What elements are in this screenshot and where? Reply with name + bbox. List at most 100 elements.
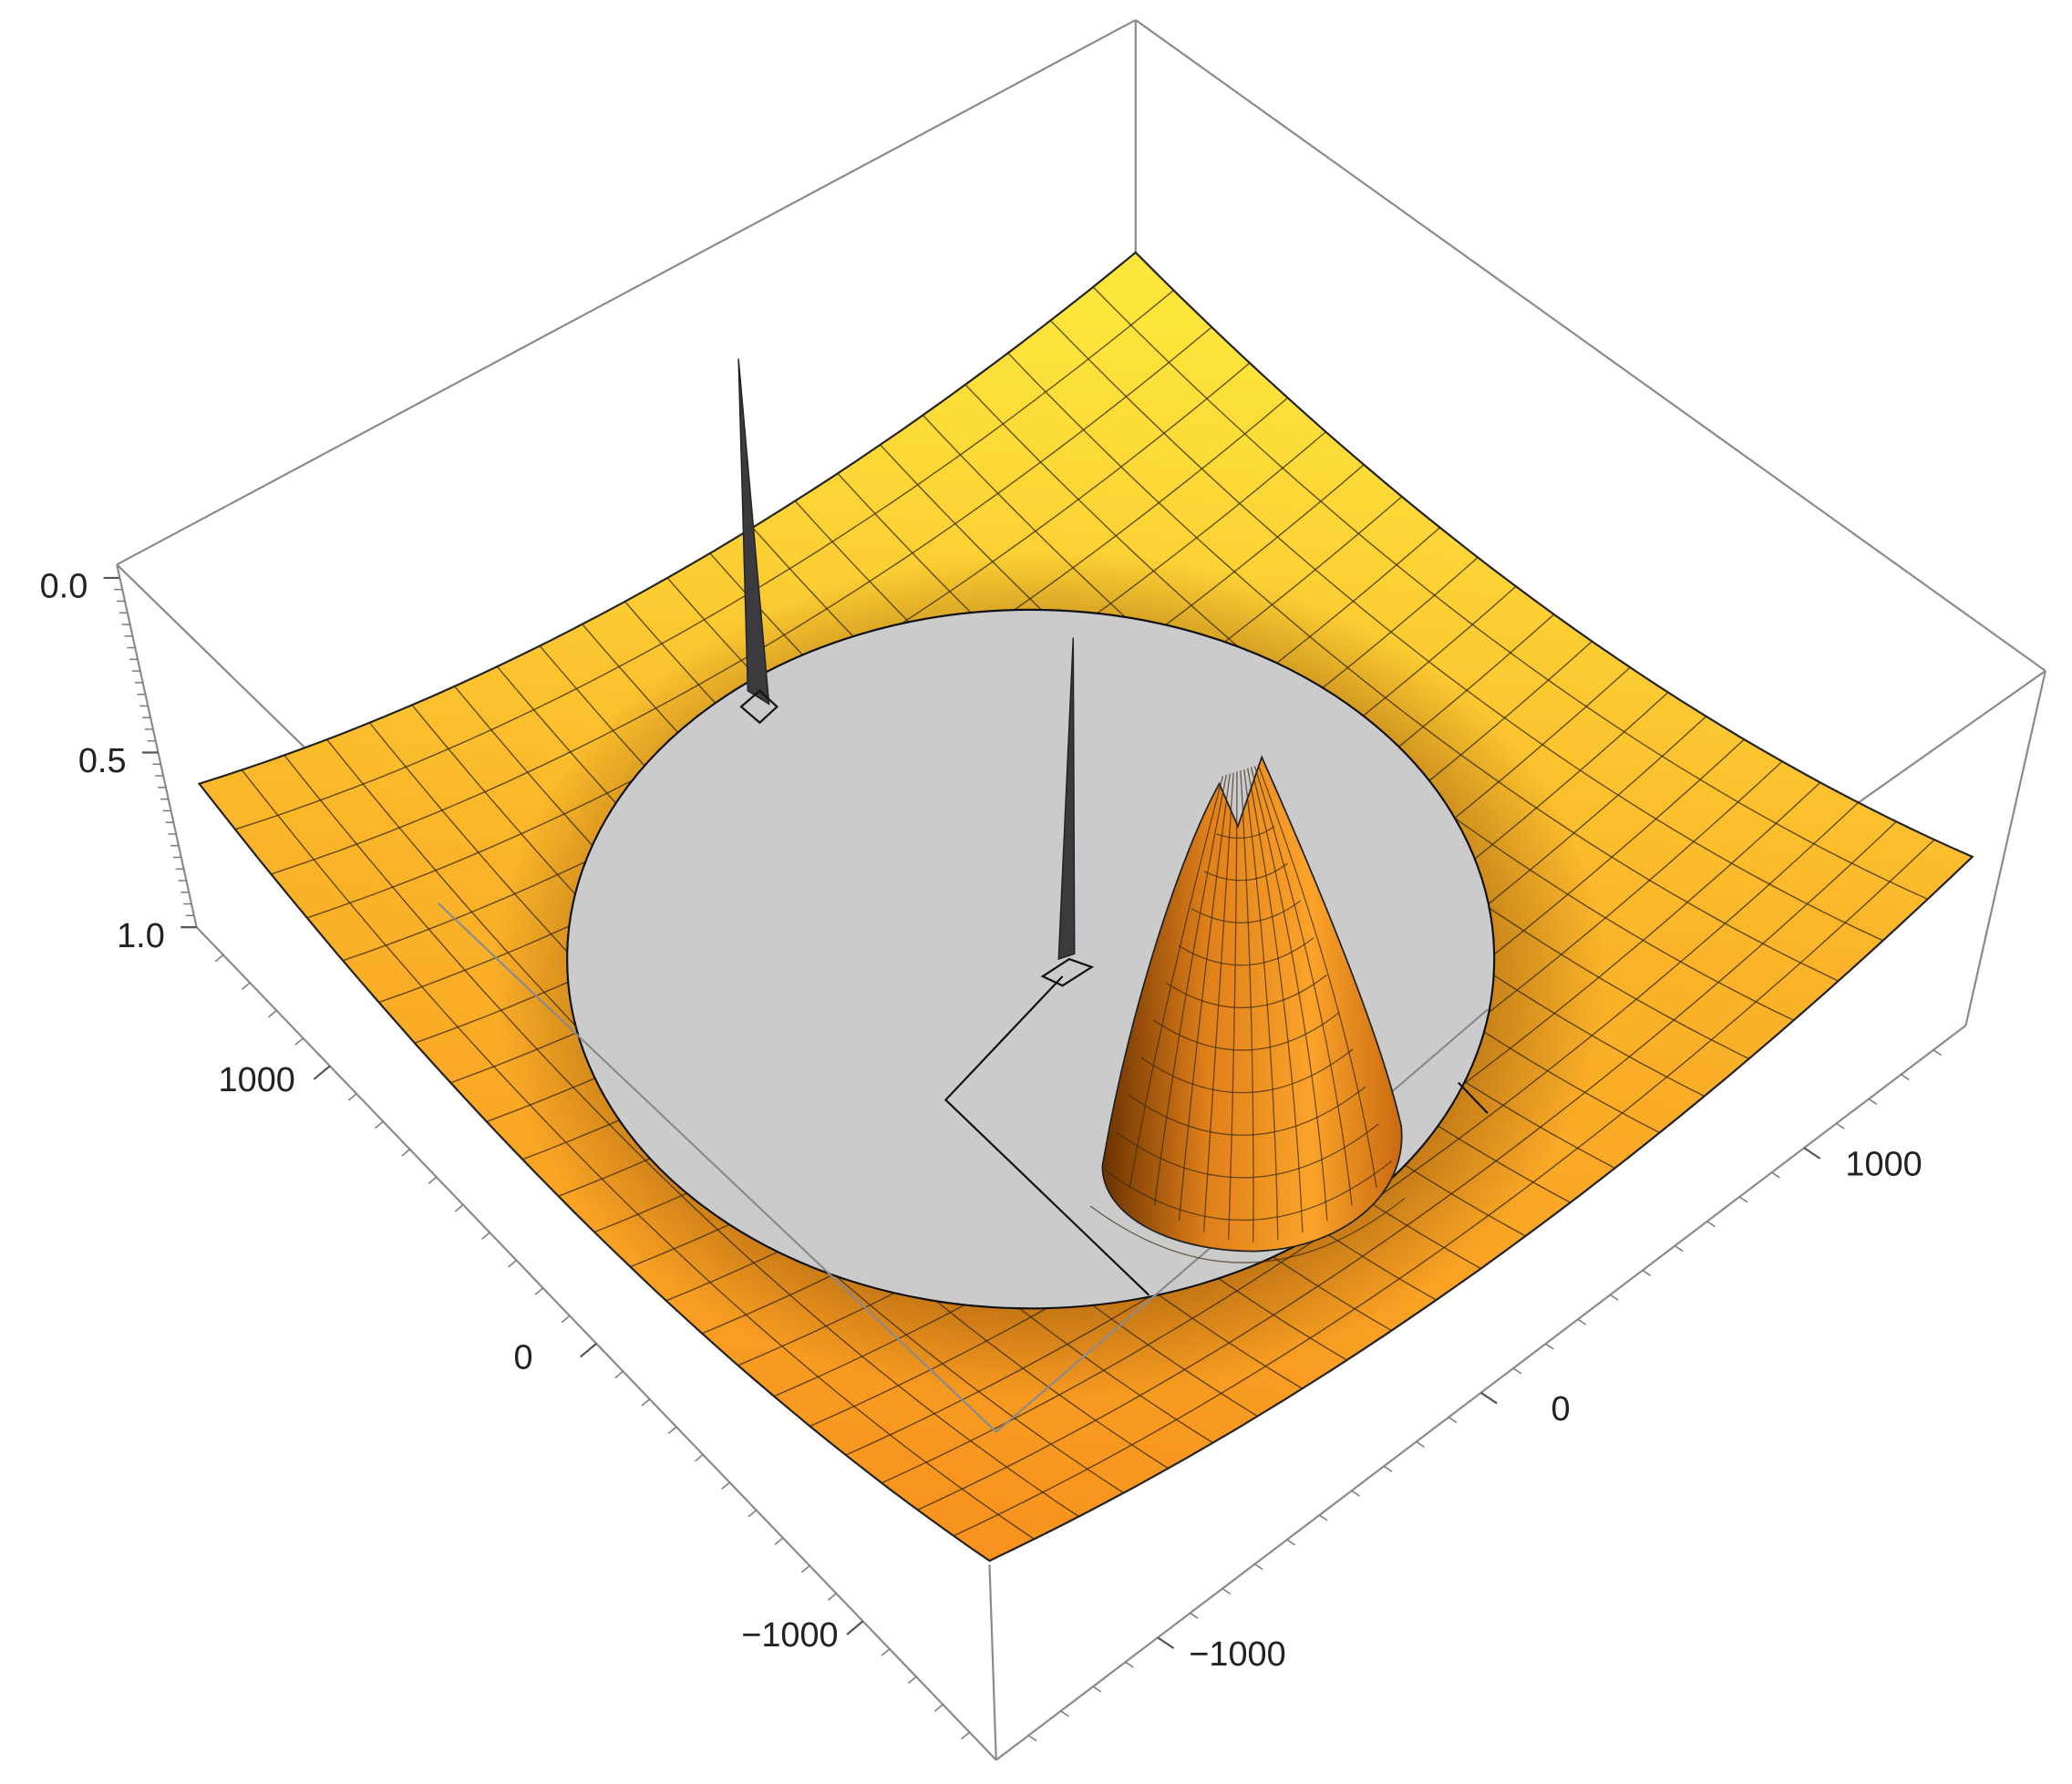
minor-tick: [907, 1676, 917, 1685]
minor-tick: [508, 1259, 517, 1268]
cone-mesh: [1216, 825, 1275, 839]
mesh-line: [1007, 352, 1840, 982]
box-edge: [1964, 670, 2046, 1026]
cone-mesh: [1191, 900, 1302, 923]
minor-tick: [614, 1370, 624, 1379]
x-tick: [846, 1620, 864, 1635]
cone: [1101, 755, 1403, 1253]
minor-tick: [347, 1093, 357, 1101]
minor-tick: [1577, 1318, 1587, 1325]
minor-tick: [1027, 1735, 1037, 1742]
y-tick-label: 1000: [1845, 1146, 1922, 1184]
minor-tick: [828, 1593, 837, 1601]
y-tick-label: −1000: [1189, 1635, 1285, 1674]
cone-mesh: [1253, 766, 1353, 1206]
minor-tick: [1674, 1245, 1684, 1253]
z-tick-label: 0.0: [40, 568, 88, 606]
minor-tick: [667, 1426, 677, 1435]
minor-tick: [1383, 1465, 1393, 1472]
minor-tick: [1738, 1196, 1748, 1203]
cone-mesh: [1129, 776, 1224, 1189]
y-tick: [1480, 1391, 1498, 1405]
mesh-line: [1049, 320, 1883, 942]
minor-tick: [481, 1232, 490, 1240]
box-edge-behind: [438, 902, 997, 1433]
cone-mesh: [1178, 937, 1314, 966]
cone-mesh: [1153, 774, 1227, 1206]
minor-tick: [721, 1481, 730, 1490]
minor-tick: [428, 1176, 438, 1185]
minor-tick: [641, 1398, 651, 1407]
x-tick-label: 0: [514, 1338, 533, 1377]
z-tick-label: 1.0: [117, 917, 165, 955]
minor-tick: [1254, 1563, 1263, 1571]
minor-tick: [1190, 1612, 1199, 1619]
minor-tick: [934, 1704, 943, 1712]
spike: [1057, 637, 1076, 961]
minor-tick: [1610, 1294, 1619, 1301]
minor-tick: [774, 1537, 784, 1545]
minor-tick: [1318, 1514, 1328, 1521]
minor-tick: [1706, 1221, 1716, 1228]
x-tick-label: 1000: [219, 1061, 295, 1099]
x-tick: [580, 1343, 597, 1358]
minor-tick: [800, 1564, 810, 1573]
surface: [197, 251, 1974, 1562]
box-edge: [1135, 19, 2046, 672]
box-edge: [116, 564, 198, 928]
x-tick: [313, 1065, 331, 1080]
cone-mesh: [1178, 773, 1231, 1222]
spike-base: [1040, 957, 1095, 987]
cone-mesh: [1165, 974, 1327, 1009]
y-tick: [1803, 1147, 1821, 1160]
minor-tick: [1125, 1661, 1134, 1668]
minor-tick: [694, 1454, 704, 1462]
minor-tick: [1060, 1710, 1069, 1717]
cone-mesh: [1257, 764, 1377, 1189]
box-edge: [116, 18, 1137, 566]
cone-mesh: [1115, 1123, 1379, 1179]
minor-tick: [1836, 1122, 1845, 1129]
minor-tick: [241, 982, 251, 990]
x-tick-label: −1000: [741, 1616, 838, 1655]
minor-tick: [747, 1510, 758, 1518]
cone-mesh: [1203, 862, 1288, 882]
spike-base: [739, 689, 778, 725]
minor-tick: [1642, 1269, 1652, 1276]
minor-tick: [1545, 1343, 1554, 1350]
axes: −1000 0 1000 −1000 0 1000 0.0 0.5 1.0: [40, 568, 1943, 1742]
spike: [737, 358, 770, 706]
cone-mesh: [1102, 1160, 1393, 1222]
minor-tick: [454, 1204, 464, 1212]
minor-tick: [401, 1149, 411, 1157]
minor-tick: [214, 954, 224, 963]
minor-tick: [534, 1287, 544, 1295]
minor-tick: [1771, 1171, 1780, 1179]
minor-tick: [294, 1037, 304, 1046]
minor-tick: [881, 1648, 891, 1656]
mesh-line: [953, 839, 1935, 1537]
cone-mesh: [1250, 767, 1328, 1222]
minor-tick: [961, 1731, 971, 1740]
minor-tick: [1933, 1049, 1943, 1057]
cone-mesh: [1128, 1086, 1366, 1136]
cone-mesh: [1140, 1048, 1354, 1094]
minor-tick: [1092, 1686, 1102, 1693]
minor-tick: [1222, 1588, 1232, 1595]
minor-tick: [1512, 1367, 1522, 1375]
minor-tick: [561, 1315, 571, 1324]
z-tick-label: 0.5: [78, 742, 127, 780]
square-outline: [943, 975, 1150, 1296]
minor-tick: [1868, 1098, 1878, 1105]
minor-tick: [1286, 1539, 1296, 1546]
cone-mesh: [1153, 1011, 1340, 1051]
mesh-line: [917, 820, 1897, 1511]
minor-tick: [375, 1120, 384, 1129]
square-outline: [1458, 1081, 1489, 1114]
box-edge: [988, 1564, 997, 1760]
y-tick: [1157, 1636, 1175, 1649]
minor-tick: [1416, 1440, 1425, 1448]
y-tick-label: 0: [1551, 1390, 1570, 1428]
